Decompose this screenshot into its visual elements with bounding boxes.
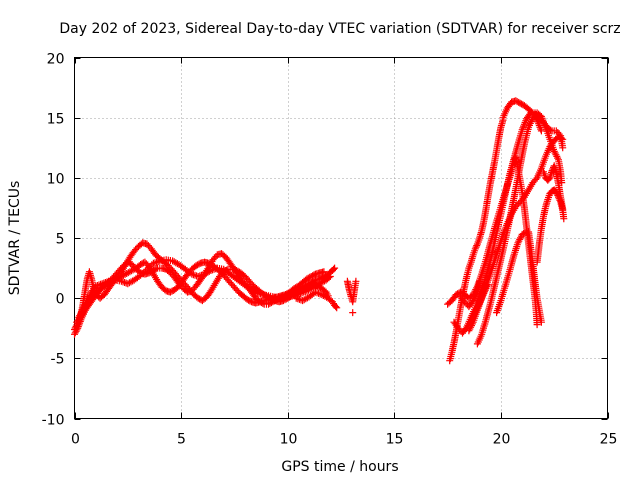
series-arc-f xyxy=(343,277,360,306)
point-markers xyxy=(343,277,360,306)
axis-ticks: 0 5 10 15 20 25 -10 -5 0 5 10 15 20 xyxy=(42,52,618,448)
series-arc-g xyxy=(349,309,357,317)
point-markers xyxy=(456,277,484,311)
x-tick-label: 15 xyxy=(386,432,404,448)
series-arc-l xyxy=(473,109,566,348)
y-axis-title: SDTVAR / TECUs xyxy=(7,181,23,296)
y-tick-label: 5 xyxy=(56,232,65,248)
series-arc-s xyxy=(456,277,484,311)
chart-title: Day 202 of 2023, Sidereal Day-to-day VTE… xyxy=(59,21,620,37)
y-tick-label: 15 xyxy=(47,112,65,128)
series-arc-e xyxy=(292,288,341,312)
point-markers xyxy=(446,116,507,365)
series-arc-q xyxy=(493,228,530,317)
point-markers xyxy=(473,109,566,348)
series-arc-o xyxy=(533,186,568,266)
x-axis-title: GPS time / hours xyxy=(281,459,398,475)
point-markers xyxy=(71,239,332,333)
y-tick-label: -10 xyxy=(42,413,65,429)
y-tick-label: 20 xyxy=(47,52,65,68)
point-markers xyxy=(493,228,530,317)
data-points xyxy=(71,97,568,365)
y-tick-label: 0 xyxy=(56,292,65,308)
x-tick-label: 0 xyxy=(71,432,80,448)
series-arc-r xyxy=(467,281,492,326)
x-tick-label: 10 xyxy=(280,432,298,448)
point-markers xyxy=(292,288,341,312)
series-arc-c xyxy=(73,250,328,326)
point-markers xyxy=(467,281,492,326)
y-tick-label: 10 xyxy=(47,172,65,188)
point-markers xyxy=(499,97,545,135)
series-arc-d xyxy=(75,256,334,321)
point-markers xyxy=(533,186,568,266)
x-tick-label: 5 xyxy=(177,432,186,448)
point-markers xyxy=(540,162,567,213)
point-markers xyxy=(349,309,357,317)
series-arc-p xyxy=(540,162,567,213)
point-markers xyxy=(73,250,328,326)
point-markers xyxy=(75,256,334,321)
x-tick-label: 20 xyxy=(493,432,511,448)
series-arc-h xyxy=(446,116,507,365)
series-arc-b xyxy=(71,239,332,333)
series-arc-m xyxy=(499,97,545,135)
x-tick-label: 25 xyxy=(600,432,618,448)
y-tick-label: -5 xyxy=(51,352,65,368)
